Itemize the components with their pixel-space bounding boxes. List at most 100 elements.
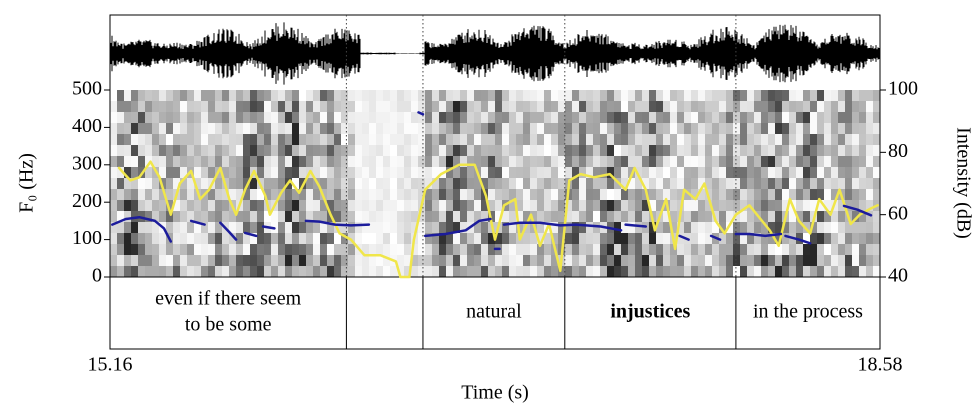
spectrogram-cell xyxy=(747,189,754,200)
spectrogram-cell xyxy=(334,189,341,200)
spectrogram-cell xyxy=(838,178,845,189)
spectrogram-cell xyxy=(614,211,621,222)
spectrogram-cell xyxy=(124,189,131,200)
spectrogram-cell xyxy=(481,222,488,233)
spectrogram-cell xyxy=(124,134,131,145)
spectrogram-cell xyxy=(201,222,208,233)
spectrogram-cell xyxy=(677,189,684,200)
spectrogram-cell xyxy=(684,189,691,200)
spectrogram-cell xyxy=(222,90,229,101)
spectrogram-cell xyxy=(488,266,495,277)
spectrogram-cell xyxy=(579,134,586,145)
spectrogram-cell xyxy=(502,101,509,112)
spectrogram-cell xyxy=(810,134,817,145)
spectrogram-cell xyxy=(845,222,852,233)
spectrogram-cell xyxy=(166,211,173,222)
spectrogram-cell xyxy=(418,101,425,112)
spectrogram-cell xyxy=(663,244,670,255)
spectrogram-cell xyxy=(250,178,257,189)
spectrogram-cell xyxy=(404,156,411,167)
spectrogram-cell xyxy=(572,134,579,145)
spectrogram-cell xyxy=(285,211,292,222)
spectrogram-cell xyxy=(488,189,495,200)
spectrogram-cell xyxy=(285,244,292,255)
spectrogram-cell xyxy=(621,112,628,123)
spectrogram-cell xyxy=(551,189,558,200)
spectrogram-cell xyxy=(173,178,180,189)
spectrogram-cell xyxy=(257,222,264,233)
spectrogram-cell xyxy=(418,244,425,255)
spectrogram-cell xyxy=(726,200,733,211)
spectrogram-cell xyxy=(796,167,803,178)
spectrogram-cell xyxy=(418,134,425,145)
spectrogram-cell xyxy=(481,178,488,189)
spectrogram-cell xyxy=(614,101,621,112)
spectrogram-cell xyxy=(698,222,705,233)
spectrogram-cell xyxy=(278,178,285,189)
spectrogram-cell xyxy=(537,145,544,156)
spectrogram-cell xyxy=(775,266,782,277)
spectrogram-cell xyxy=(873,211,880,222)
spectrogram-cell xyxy=(145,145,152,156)
spectrogram-cell xyxy=(733,255,740,266)
spectrogram-cell xyxy=(327,178,334,189)
spectrogram-cell xyxy=(159,233,166,244)
spectrogram-cell xyxy=(593,90,600,101)
spectrogram-cell xyxy=(285,101,292,112)
spectrogram-cell xyxy=(754,255,761,266)
spectrogram-cell xyxy=(215,222,222,233)
spectrogram-cell xyxy=(173,233,180,244)
spectrogram-cell xyxy=(866,90,873,101)
spectrogram-cell xyxy=(222,233,229,244)
spectrogram-cell xyxy=(404,101,411,112)
spectrogram-cell xyxy=(565,167,572,178)
spectrogram-cell xyxy=(614,244,621,255)
spectrogram-cell xyxy=(257,167,264,178)
spectrogram-cell xyxy=(796,178,803,189)
spectrogram-cell xyxy=(432,211,439,222)
spectrogram-cell xyxy=(341,167,348,178)
spectrogram-cell xyxy=(180,112,187,123)
spectrogram-cell xyxy=(145,112,152,123)
spectrogram-cell xyxy=(292,266,299,277)
spectrogram-cell xyxy=(572,244,579,255)
spectrogram-cell xyxy=(719,156,726,167)
spectrogram-cell xyxy=(607,112,614,123)
spectrogram-cell xyxy=(740,233,747,244)
spectrogram-cell xyxy=(803,156,810,167)
spectrogram-cell xyxy=(110,244,117,255)
spectrogram-cell xyxy=(740,189,747,200)
spectrogram-cell xyxy=(327,244,334,255)
spectrogram-cell xyxy=(138,101,145,112)
spectrogram-cell xyxy=(383,189,390,200)
spectrogram-cell xyxy=(544,244,551,255)
spectrogram-cell xyxy=(446,222,453,233)
spectrogram-cell xyxy=(110,211,117,222)
spectrogram-cell xyxy=(747,145,754,156)
spectrogram-cell xyxy=(530,90,537,101)
spectrogram-cell xyxy=(789,90,796,101)
spectrogram-cell xyxy=(166,244,173,255)
spectrogram-cell xyxy=(817,189,824,200)
spectrogram-cell xyxy=(663,112,670,123)
spectrogram-cell xyxy=(824,112,831,123)
spectrogram-cell xyxy=(614,123,621,134)
y-tick-label: 300 xyxy=(72,152,102,174)
spectrogram-cell xyxy=(117,222,124,233)
spectrogram-cell xyxy=(467,145,474,156)
spectrogram-cell xyxy=(439,123,446,134)
spectrogram-cell xyxy=(257,90,264,101)
spectrogram-cell xyxy=(544,189,551,200)
spectrogram-cell xyxy=(467,156,474,167)
spectrogram-cell xyxy=(488,200,495,211)
spectrogram-cell xyxy=(768,266,775,277)
spectrogram-cell xyxy=(740,134,747,145)
spectrogram-cell xyxy=(222,167,229,178)
spectrogram-cell xyxy=(593,266,600,277)
spectrogram-cell xyxy=(754,189,761,200)
spectrogram-cell xyxy=(334,90,341,101)
spectrogram-cell xyxy=(754,145,761,156)
spectrogram-cell xyxy=(621,200,628,211)
spectrogram-cell xyxy=(614,178,621,189)
spectrogram-cell xyxy=(803,101,810,112)
